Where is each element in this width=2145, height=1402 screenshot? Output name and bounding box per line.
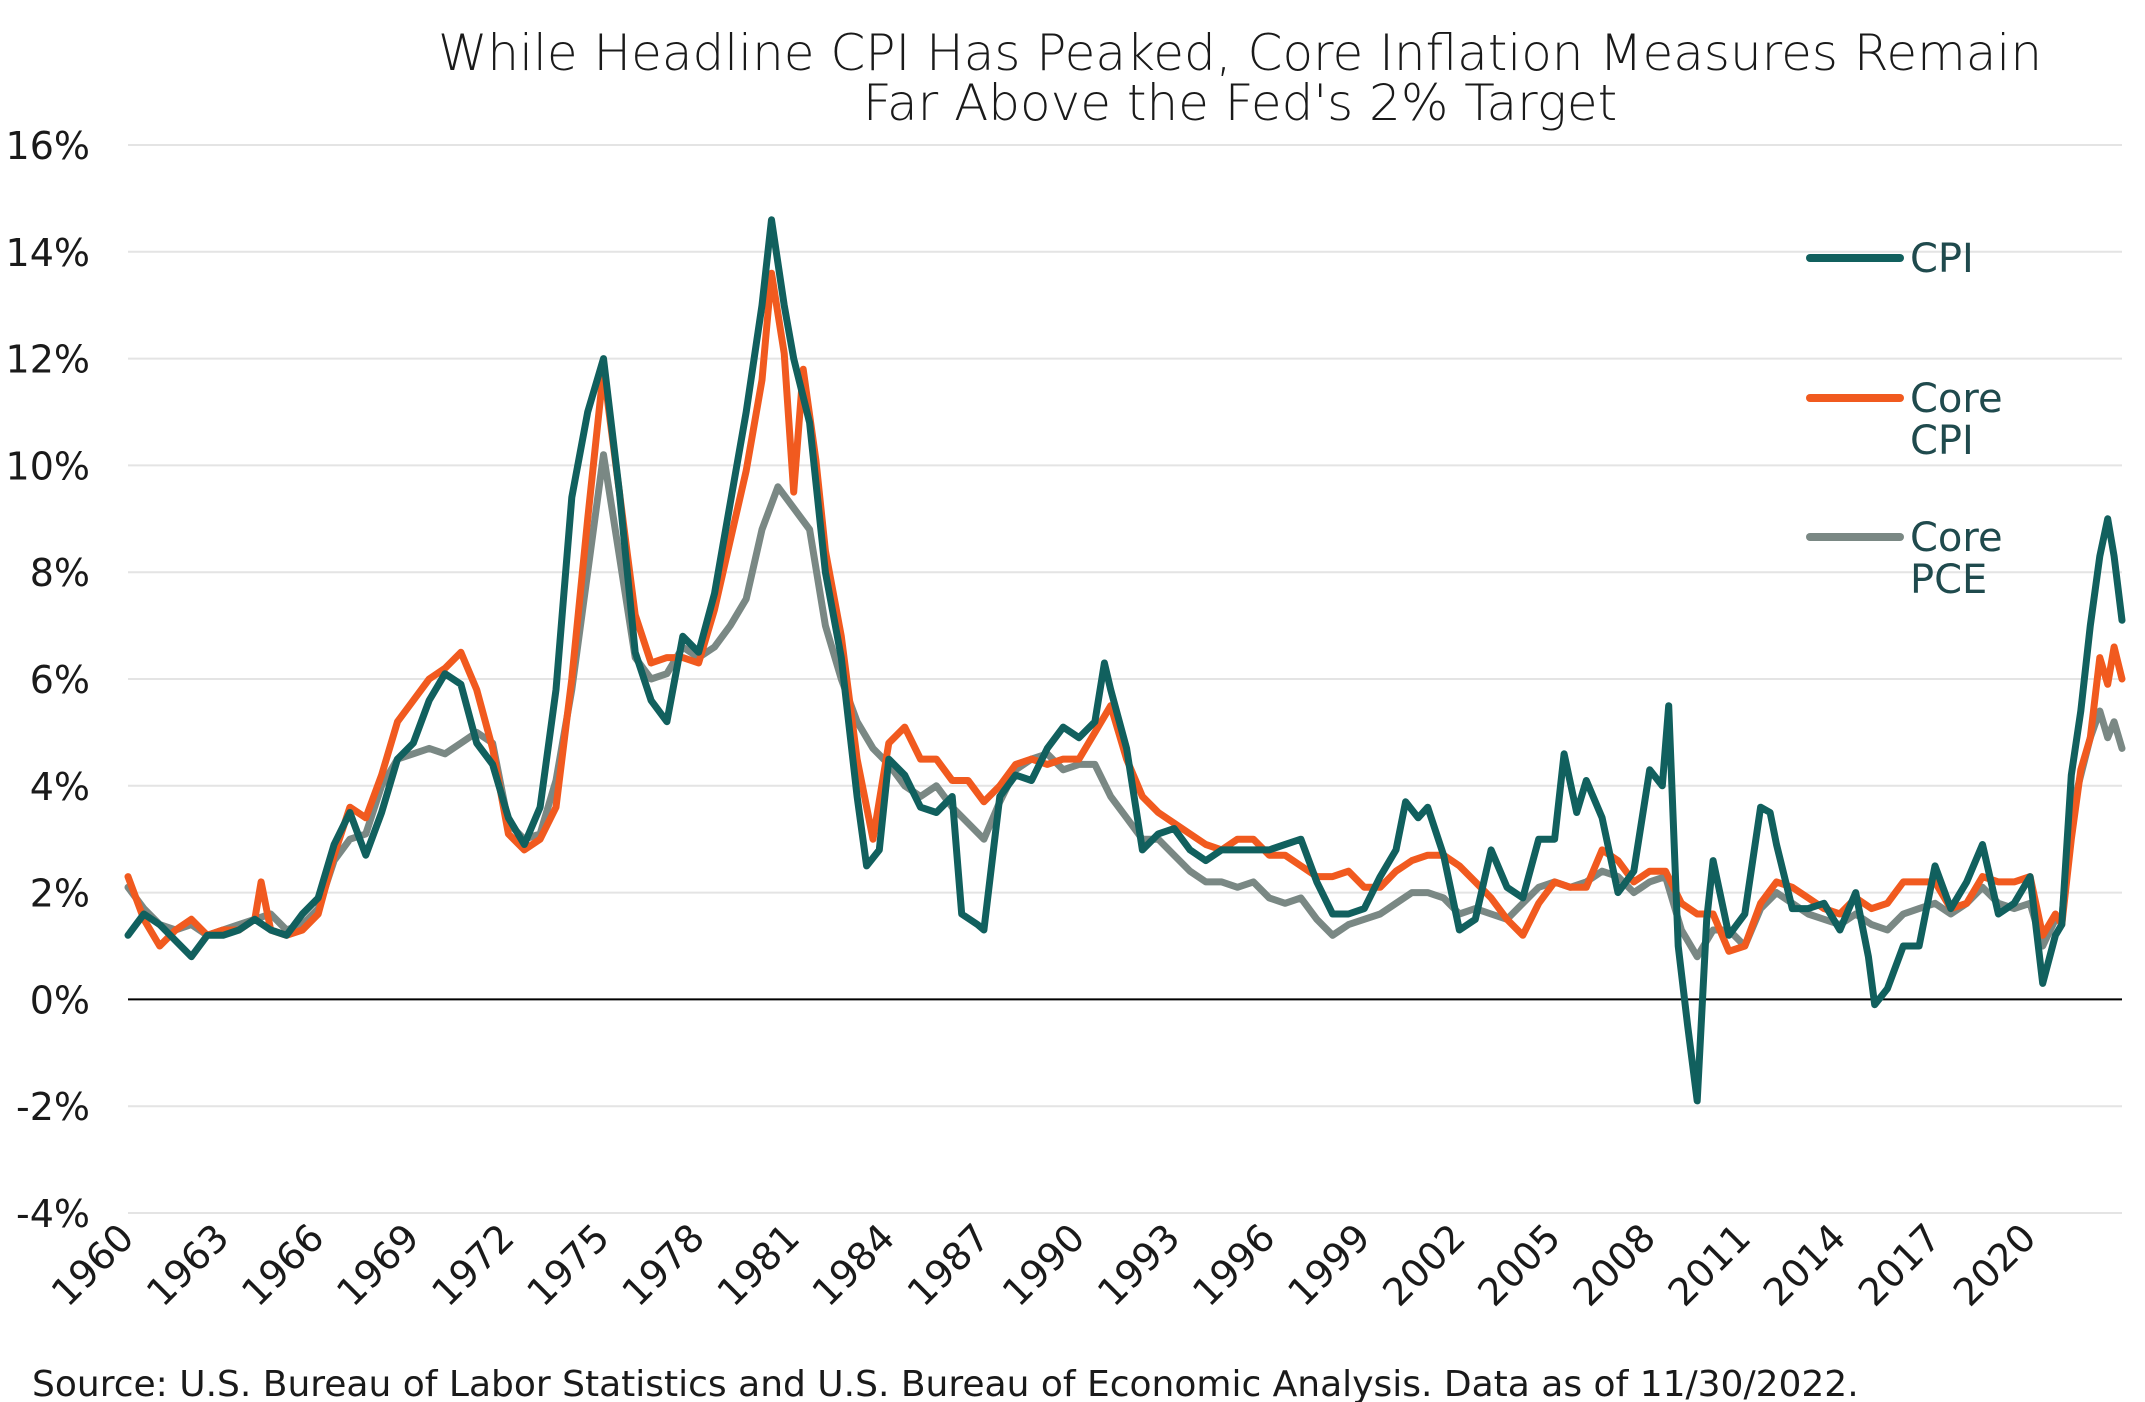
y-tick-label: -4% xyxy=(16,1192,90,1236)
chart-title-line-2: Far Above the Fed's 2% Target xyxy=(863,74,1617,132)
x-tick-label: 1987 xyxy=(899,1215,999,1315)
x-tick-label: 2005 xyxy=(1469,1215,1569,1315)
series-lines xyxy=(124,216,2126,1105)
y-axis: 16% 14% 12% 10% 8% 6% 4% 2% 0% -2% -4% xyxy=(6,124,90,1236)
y-tick-label: 8% xyxy=(30,551,90,595)
x-tick-label: 2014 xyxy=(1755,1215,1855,1315)
x-tick-label: 1963 xyxy=(138,1215,238,1315)
legend-label: PCE xyxy=(1910,557,1987,603)
y-tick-label: 12% xyxy=(6,338,90,382)
chart-title: While Headline CPI Has Peaked, Core Infl… xyxy=(438,24,2042,132)
series-line-core-cpi xyxy=(124,269,2126,955)
x-tick-label: 1966 xyxy=(233,1215,333,1315)
x-tick-label: 1978 xyxy=(613,1215,713,1315)
x-tick-label: 1990 xyxy=(994,1215,1094,1315)
series-line-cpi xyxy=(124,216,2126,1105)
y-tick-label: 0% xyxy=(30,978,90,1022)
source-note: Source: U.S. Bureau of Labor Statistics … xyxy=(32,1364,1859,1402)
x-tick-label: 1993 xyxy=(1089,1215,1189,1315)
legend-label: Core xyxy=(1910,376,2003,422)
y-tick-label: -2% xyxy=(16,1085,90,1129)
x-tick-label: 1972 xyxy=(423,1215,523,1315)
x-tick-label: 2011 xyxy=(1660,1215,1760,1315)
legend-label: CPI xyxy=(1910,418,1974,464)
x-tick-label: 1969 xyxy=(328,1215,428,1315)
x-tick-label: 1996 xyxy=(1184,1215,1284,1315)
y-tick-label: 16% xyxy=(6,124,90,168)
x-tick-label: 2008 xyxy=(1565,1215,1665,1315)
x-tick-label: 1975 xyxy=(518,1215,618,1315)
legend-label: CPI xyxy=(1910,236,1974,282)
x-tick-label: 1999 xyxy=(1279,1215,1379,1315)
x-tick-label: 2002 xyxy=(1374,1215,1474,1315)
y-tick-label: 4% xyxy=(30,765,90,809)
y-tick-label: 14% xyxy=(6,231,90,275)
legend-label: Core xyxy=(1910,515,2003,561)
x-axis: 1960196319661969197219751978198119841987… xyxy=(43,1215,2045,1315)
y-tick-label: 6% xyxy=(30,658,90,702)
y-tick-label: 10% xyxy=(6,444,90,488)
y-tick-label: 2% xyxy=(30,872,90,916)
x-tick-label: 2020 xyxy=(1945,1215,2045,1315)
x-tick-label: 2017 xyxy=(1850,1215,1950,1315)
x-tick-label: 1984 xyxy=(804,1215,904,1315)
x-tick-label: 1981 xyxy=(709,1215,809,1315)
gridlines xyxy=(128,144,2122,1214)
chart-title-line-1: While Headline CPI Has Peaked, Core Infl… xyxy=(438,24,2042,82)
